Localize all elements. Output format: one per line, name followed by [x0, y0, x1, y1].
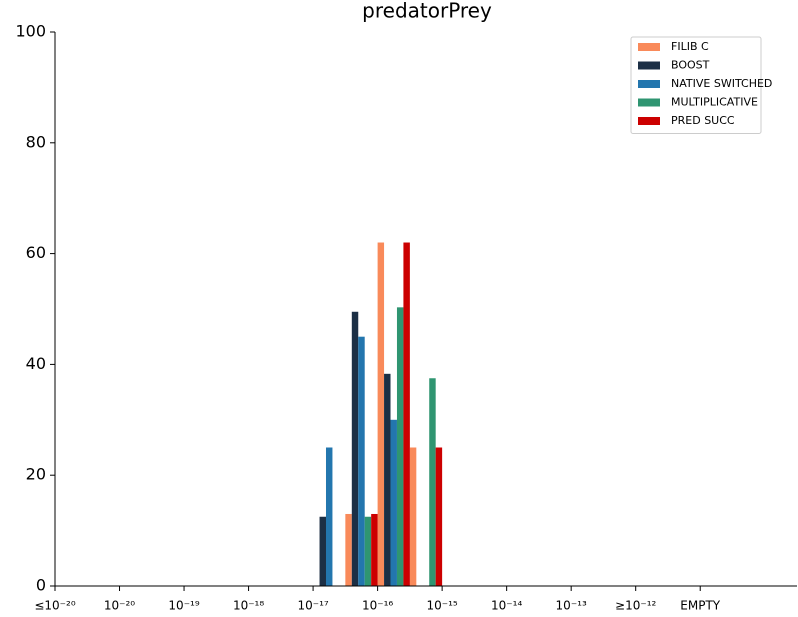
x-tick-label: 10⁻¹⁶ [362, 599, 393, 613]
legend-label: MULTIPLICATIVE [671, 96, 758, 109]
legend-label: BOOST [671, 59, 710, 72]
legend-label: FILIB C [671, 40, 709, 53]
bar [364, 516, 372, 586]
x-tick-label: 10⁻²⁰ [104, 599, 135, 613]
legend-swatch [638, 61, 660, 70]
x-tick-label: 10⁻¹⁵ [427, 599, 458, 613]
bar [345, 513, 352, 586]
bar [351, 311, 359, 586]
bar [409, 447, 417, 586]
y-tick-label: 60 [26, 243, 46, 262]
x-tick-label: EMPTY [680, 599, 721, 613]
x-tick-label: ≥10⁻¹² [615, 599, 656, 613]
legend-swatch [638, 80, 660, 88]
legend-label: PRED SUCC [671, 114, 735, 127]
legend-swatch [638, 43, 660, 51]
bar [403, 242, 410, 586]
bar [319, 516, 326, 586]
y-tick-label: 40 [26, 354, 46, 373]
legend-box [630, 36, 762, 134]
x-tick-label: 10⁻¹³ [556, 599, 587, 613]
x-tick-label: 10⁻¹⁴ [491, 599, 522, 613]
bar [435, 447, 443, 586]
x-tick-label: 10⁻¹⁹ [168, 599, 199, 613]
bar [325, 447, 333, 586]
x-tick-label: 10⁻¹⁸ [233, 599, 264, 613]
bar [377, 242, 385, 586]
y-tick-label: 20 [26, 465, 46, 484]
legend: FILIB C BOOST NATIVE SWITCHED MULTIPLICATIV… [630, 36, 772, 134]
bar [371, 513, 378, 586]
bar [358, 336, 365, 586]
x-tick-label: 10⁻¹⁷ [297, 599, 328, 613]
bar [384, 373, 391, 586]
y-tick-label: 0 [36, 576, 46, 595]
legend-label: NATIVE SWITCHED [671, 77, 772, 90]
bar [429, 378, 436, 586]
legend-swatch [638, 117, 660, 125]
y-tick-label: 80 [26, 132, 46, 151]
x-tick-label: ≤10⁻²⁰ [34, 599, 75, 613]
bar [396, 307, 404, 586]
legend-swatch [638, 98, 660, 107]
bar [390, 419, 397, 586]
y-tick-label: 100 [15, 22, 46, 41]
chart-title: predatorPrey [362, 0, 492, 23]
